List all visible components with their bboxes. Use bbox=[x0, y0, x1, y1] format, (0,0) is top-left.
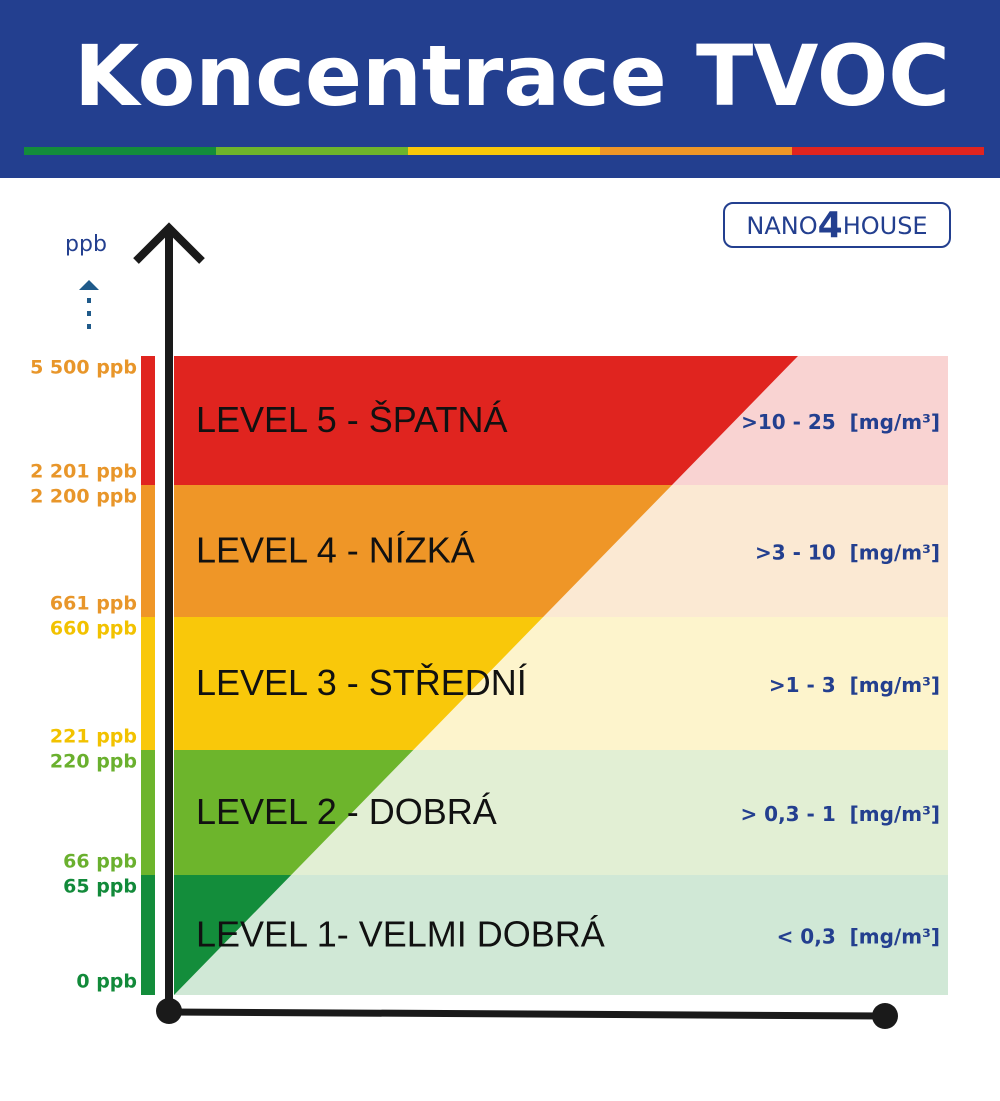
axis-end bbox=[872, 1003, 898, 1029]
ppb-top: 220 ppb bbox=[50, 751, 137, 773]
brand-box bbox=[723, 202, 951, 248]
scale-bar bbox=[141, 485, 155, 617]
brand-right: HOUSE bbox=[843, 212, 928, 240]
strip-segment bbox=[600, 147, 792, 155]
ppb-bottom: 0 ppb bbox=[76, 971, 137, 993]
brand: NANO4HOUSE bbox=[746, 205, 927, 246]
axis-unit: ppb bbox=[65, 232, 107, 257]
ppb-bottom: 221 ppb bbox=[50, 726, 137, 748]
level-name: LEVEL 5 - ŠPATNÁ bbox=[196, 399, 507, 440]
scale-bar bbox=[141, 875, 155, 995]
band-light bbox=[174, 875, 948, 995]
level-name: LEVEL 2 - DOBRÁ bbox=[196, 791, 497, 832]
scale-bar bbox=[141, 617, 155, 750]
scale-bar bbox=[141, 356, 155, 485]
ppb-bottom: 66 ppb bbox=[63, 851, 137, 873]
axis-origin bbox=[156, 998, 182, 1024]
y-axis-arrow bbox=[133, 222, 205, 264]
level-name: LEVEL 4 - NÍZKÁ bbox=[196, 530, 475, 571]
title: Koncentrace TVOC bbox=[74, 27, 950, 125]
level-name: LEVEL 1- VELMI DOBRÁ bbox=[196, 914, 605, 955]
bands: LEVEL 5 - ŠPATNÁ >10 - 25 [mg/m³] 5 500 pp… bbox=[30, 356, 948, 995]
brand-left: NANO bbox=[746, 212, 817, 240]
level-range: >10 - 25 [mg/m³] bbox=[741, 410, 940, 434]
ppb-top: 660 ppb bbox=[50, 618, 137, 640]
strip-segment bbox=[24, 147, 216, 155]
ppb-top: 5 500 ppb bbox=[30, 357, 137, 379]
strip-segment bbox=[792, 147, 984, 155]
ppb-top: 65 ppb bbox=[63, 876, 137, 898]
ppb-bottom: 661 ppb bbox=[50, 593, 137, 615]
brand-mid: 4 bbox=[818, 205, 843, 246]
unit-arrow bbox=[79, 280, 99, 290]
strip-segment bbox=[216, 147, 408, 155]
x-axis bbox=[168, 1008, 886, 1020]
level-range: >3 - 10 [mg/m³] bbox=[755, 541, 940, 565]
scale-bar bbox=[141, 750, 155, 875]
level-range: >1 - 3 [mg/m³] bbox=[769, 673, 940, 697]
level-range: < 0,3 [mg/m³] bbox=[777, 925, 940, 949]
level-range: > 0,3 - 1 [mg/m³] bbox=[740, 802, 940, 826]
color-strip bbox=[24, 147, 984, 155]
level-name: LEVEL 3 - STŘEDNÍ bbox=[196, 662, 527, 703]
ppb-top: 2 200 ppb bbox=[30, 486, 137, 508]
ppb-bottom: 2 201 ppb bbox=[30, 461, 137, 483]
strip-segment bbox=[408, 147, 600, 155]
